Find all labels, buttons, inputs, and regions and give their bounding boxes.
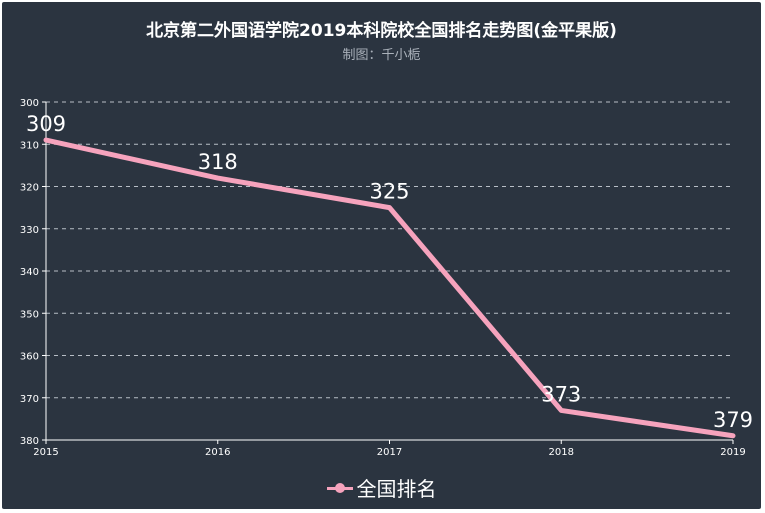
chart-subtitle: 制图：千小栀	[342, 48, 421, 63]
data-label: 325	[369, 180, 409, 204]
y-tick-label: 330	[20, 225, 39, 236]
chart-title: 北京第二外国语学院2019本科院校全国排名走势图(金平果版)	[146, 21, 617, 41]
y-tick-label: 370	[20, 394, 39, 405]
y-tick-label: 320	[20, 183, 39, 194]
y-tick-label: 340	[20, 267, 39, 278]
x-tick-label: 2019	[720, 447, 745, 458]
x-tick-label: 2018	[549, 447, 574, 458]
data-label: 379	[713, 408, 753, 432]
y-tick-label: 380	[20, 436, 39, 447]
data-label: 318	[198, 150, 238, 174]
y-tick-label: 360	[20, 352, 39, 363]
legend[interactable]: 全国排名	[2, 473, 761, 502]
y-tick-label: 300	[20, 98, 39, 109]
x-tick-label: 2015	[33, 447, 58, 458]
legend-line-marker-icon	[326, 481, 353, 495]
y-tick-label: 310	[20, 140, 39, 151]
series-line	[43, 137, 736, 439]
legend-label: 全国排名	[356, 477, 437, 501]
y-tick-label: 350	[20, 309, 39, 320]
x-tick-label: 2017	[377, 447, 402, 458]
x-tick-label: 2016	[205, 447, 230, 458]
data-label: 373	[541, 382, 581, 406]
data-label: 309	[26, 112, 66, 136]
